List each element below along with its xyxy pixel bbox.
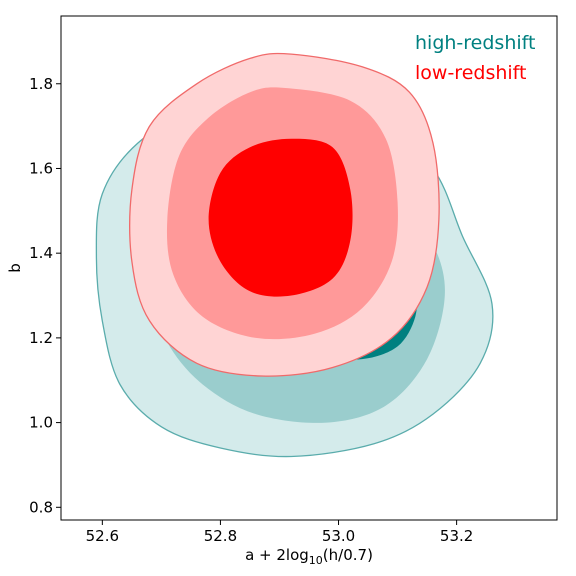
y-tick-label: 1.2 [29,329,53,347]
axes-frame [60,15,558,521]
y-tick-label: 1.8 [29,75,53,93]
x-tick-label: 52.8 [204,527,237,545]
x-axis-label-suffix: (h/0.7) [323,546,373,564]
x-axis-label: a + 2log10(h/0.7) [245,546,373,567]
legend-entry-high-redshift: high-redshift [415,32,535,54]
legend: high-redshift low-redshift [415,32,535,84]
x-tick-label: 52.6 [86,527,119,545]
y-tick-label: 0.8 [29,498,53,516]
y-axis-label: b [6,263,24,273]
legend-entry-low-redshift: low-redshift [415,62,526,84]
low-redshift-contour-level-3 [208,138,353,297]
x-axis: 52.6 52.8 53.0 53.2 [86,520,473,545]
y-tick-label: 1.4 [29,244,53,262]
x-axis-label-prefix: a + 2log [245,546,309,564]
y-tick-label: 1.0 [29,414,53,432]
x-axis-label-subscript: 10 [309,554,323,567]
x-tick-label: 53.0 [322,527,355,545]
y-axis: 0.8 1.0 1.2 1.4 1.6 1.8 [29,75,61,516]
x-tick-label: 53.2 [440,527,473,545]
plot-area [95,52,494,458]
y-tick-label: 1.6 [29,159,53,177]
